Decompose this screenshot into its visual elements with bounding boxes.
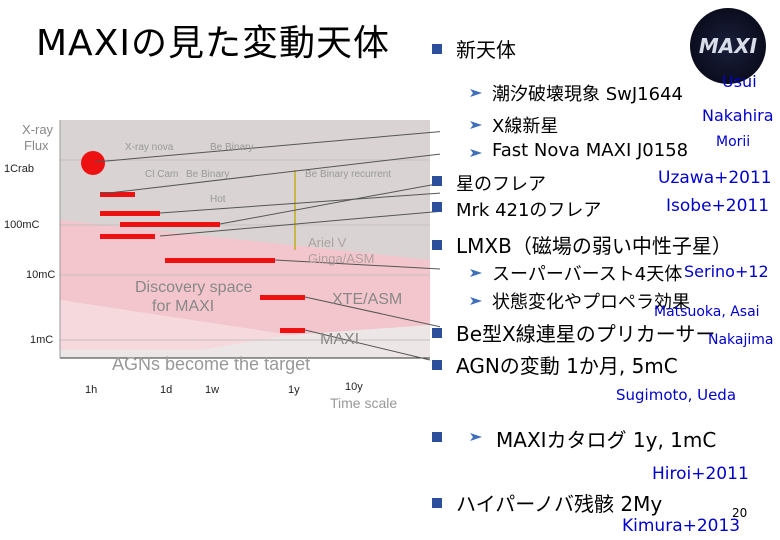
bullet-square-icon (432, 328, 442, 338)
bullet-square-icon (432, 202, 442, 212)
instrument-label: MAXI (320, 331, 359, 348)
region-label: Be Binary recurrent (305, 169, 391, 180)
item-state-change: 状態変化やプロペラ効果 (492, 292, 690, 313)
x-tick-label: 1w (205, 384, 219, 396)
item-mrk421: Mrk 421のフレア (456, 200, 602, 221)
x-tick-label: 1h (85, 384, 97, 396)
x-tick-label: 10y (345, 381, 363, 393)
bullet-arrow-icon (470, 433, 482, 441)
region-label: Hot (210, 194, 226, 205)
bullet-arrow-icon (470, 121, 482, 129)
item-xray-nova: X線新星 (492, 116, 559, 137)
red-bar (100, 211, 160, 216)
region-label: Be Binary (210, 142, 253, 153)
pointer-line (159, 192, 440, 214)
red-bar (260, 295, 305, 300)
author-usui: Usui (722, 72, 757, 91)
x-tick-label: 1d (160, 384, 172, 396)
y-axis-label: Flux (24, 138, 49, 153)
item-agn-variability: AGNの変動 1か月, 5mC (456, 354, 678, 378)
item-be-xray-precursor: Be型X線連星のプリカーサー (456, 322, 716, 346)
item-star-flare: 星のフレア (456, 174, 546, 195)
bullet-arrow-icon (470, 149, 482, 157)
bullet-square-icon (432, 360, 442, 370)
bullet-square-icon (432, 432, 442, 442)
y-tick-label: 1mC (30, 334, 53, 346)
author-isobe: Isobe+2011 (666, 196, 770, 216)
flux-timescale-diagram: X-ray Flux 1Crab 100mC 10mC 1mC 1h 1d 1w… (4, 120, 440, 411)
author-morii: Morii (716, 134, 751, 150)
author-kimura: Kimura+2013 (622, 516, 741, 536)
bullet-square-icon (432, 176, 442, 186)
author-sugimoto-ueda: Sugimoto, Ueda (616, 386, 737, 404)
pointer-line (159, 210, 440, 237)
region-label: Be Binary (186, 169, 229, 180)
red-bar (120, 222, 220, 227)
logo-text: MAXI (698, 34, 758, 58)
item-hypernova-remnant: ハイパーノバ残骸 2My (456, 492, 663, 516)
bullet-square-icon (432, 498, 442, 508)
red-bar (100, 192, 135, 197)
y-tick-label: 1Crab (4, 163, 34, 175)
item-lmxb: LMXB（磁場の弱い中性子星） (456, 234, 732, 258)
region-label: Ariel V (308, 235, 347, 250)
red-bar (100, 234, 155, 239)
y-tick-label: 10mC (26, 269, 55, 281)
bullet-arrow-icon (470, 297, 482, 305)
item-maxi-catalog: MAXIカタログ 1y, 1mC (496, 428, 717, 452)
x-axis-label: Time scale (330, 395, 397, 411)
red-bar (280, 328, 305, 333)
red-bar (165, 258, 275, 263)
agn-target-label: AGNs become the target (112, 354, 310, 374)
bullet-arrow-icon (470, 89, 482, 97)
author-uzawa: Uzawa+2011 (658, 168, 772, 188)
discovery-space-label: Discovery space (135, 279, 252, 296)
pointer-line (304, 329, 431, 361)
page-title: MAXIの見た変動天体 (36, 23, 390, 64)
y-tick-label: 100mC (4, 219, 40, 231)
bullet-square-icon (432, 240, 442, 250)
bullet-square-icon (432, 44, 442, 54)
author-hiroi: Hiroi+2011 (652, 464, 749, 484)
red-dot-marker (81, 151, 105, 175)
author-matsuoka-asai: Matsuoka, Asai (654, 304, 760, 320)
bullet-arrow-icon (470, 269, 482, 277)
pointer-line (99, 153, 440, 195)
pointer-line (304, 296, 440, 328)
instrument-label: XTE/ASM (332, 291, 402, 308)
region-label: X-ray nova (125, 142, 174, 153)
author-nakahira: Nakahira (702, 106, 774, 125)
x-tick-label: 1y (288, 384, 300, 396)
item-superburst: スーパーバースト4天体 (492, 264, 683, 285)
y-axis-label: X-ray (22, 122, 54, 137)
region-label: Ginga/ASM (308, 251, 374, 266)
maxi-logo: MAXI (690, 8, 766, 84)
region-label: Cl Cam (145, 169, 178, 180)
item-fast-nova: Fast Nova MAXI J0158 (492, 140, 689, 161)
pointer-line (274, 259, 440, 270)
author-nakajima: Nakajima (708, 332, 774, 348)
author-serino: Serino+12 (684, 262, 769, 281)
page-number: 20 (732, 506, 748, 520)
discovery-space-region (60, 220, 430, 335)
bullet-new-objects: 新天体 (456, 38, 516, 62)
pointer-line (94, 131, 440, 163)
pointer-line (219, 182, 440, 225)
lower-region (60, 300, 290, 350)
item-tidal-disruption: 潮汐破壊現象 SwJ1644 (492, 84, 683, 105)
discovery-space-label: for MAXI (152, 298, 214, 315)
